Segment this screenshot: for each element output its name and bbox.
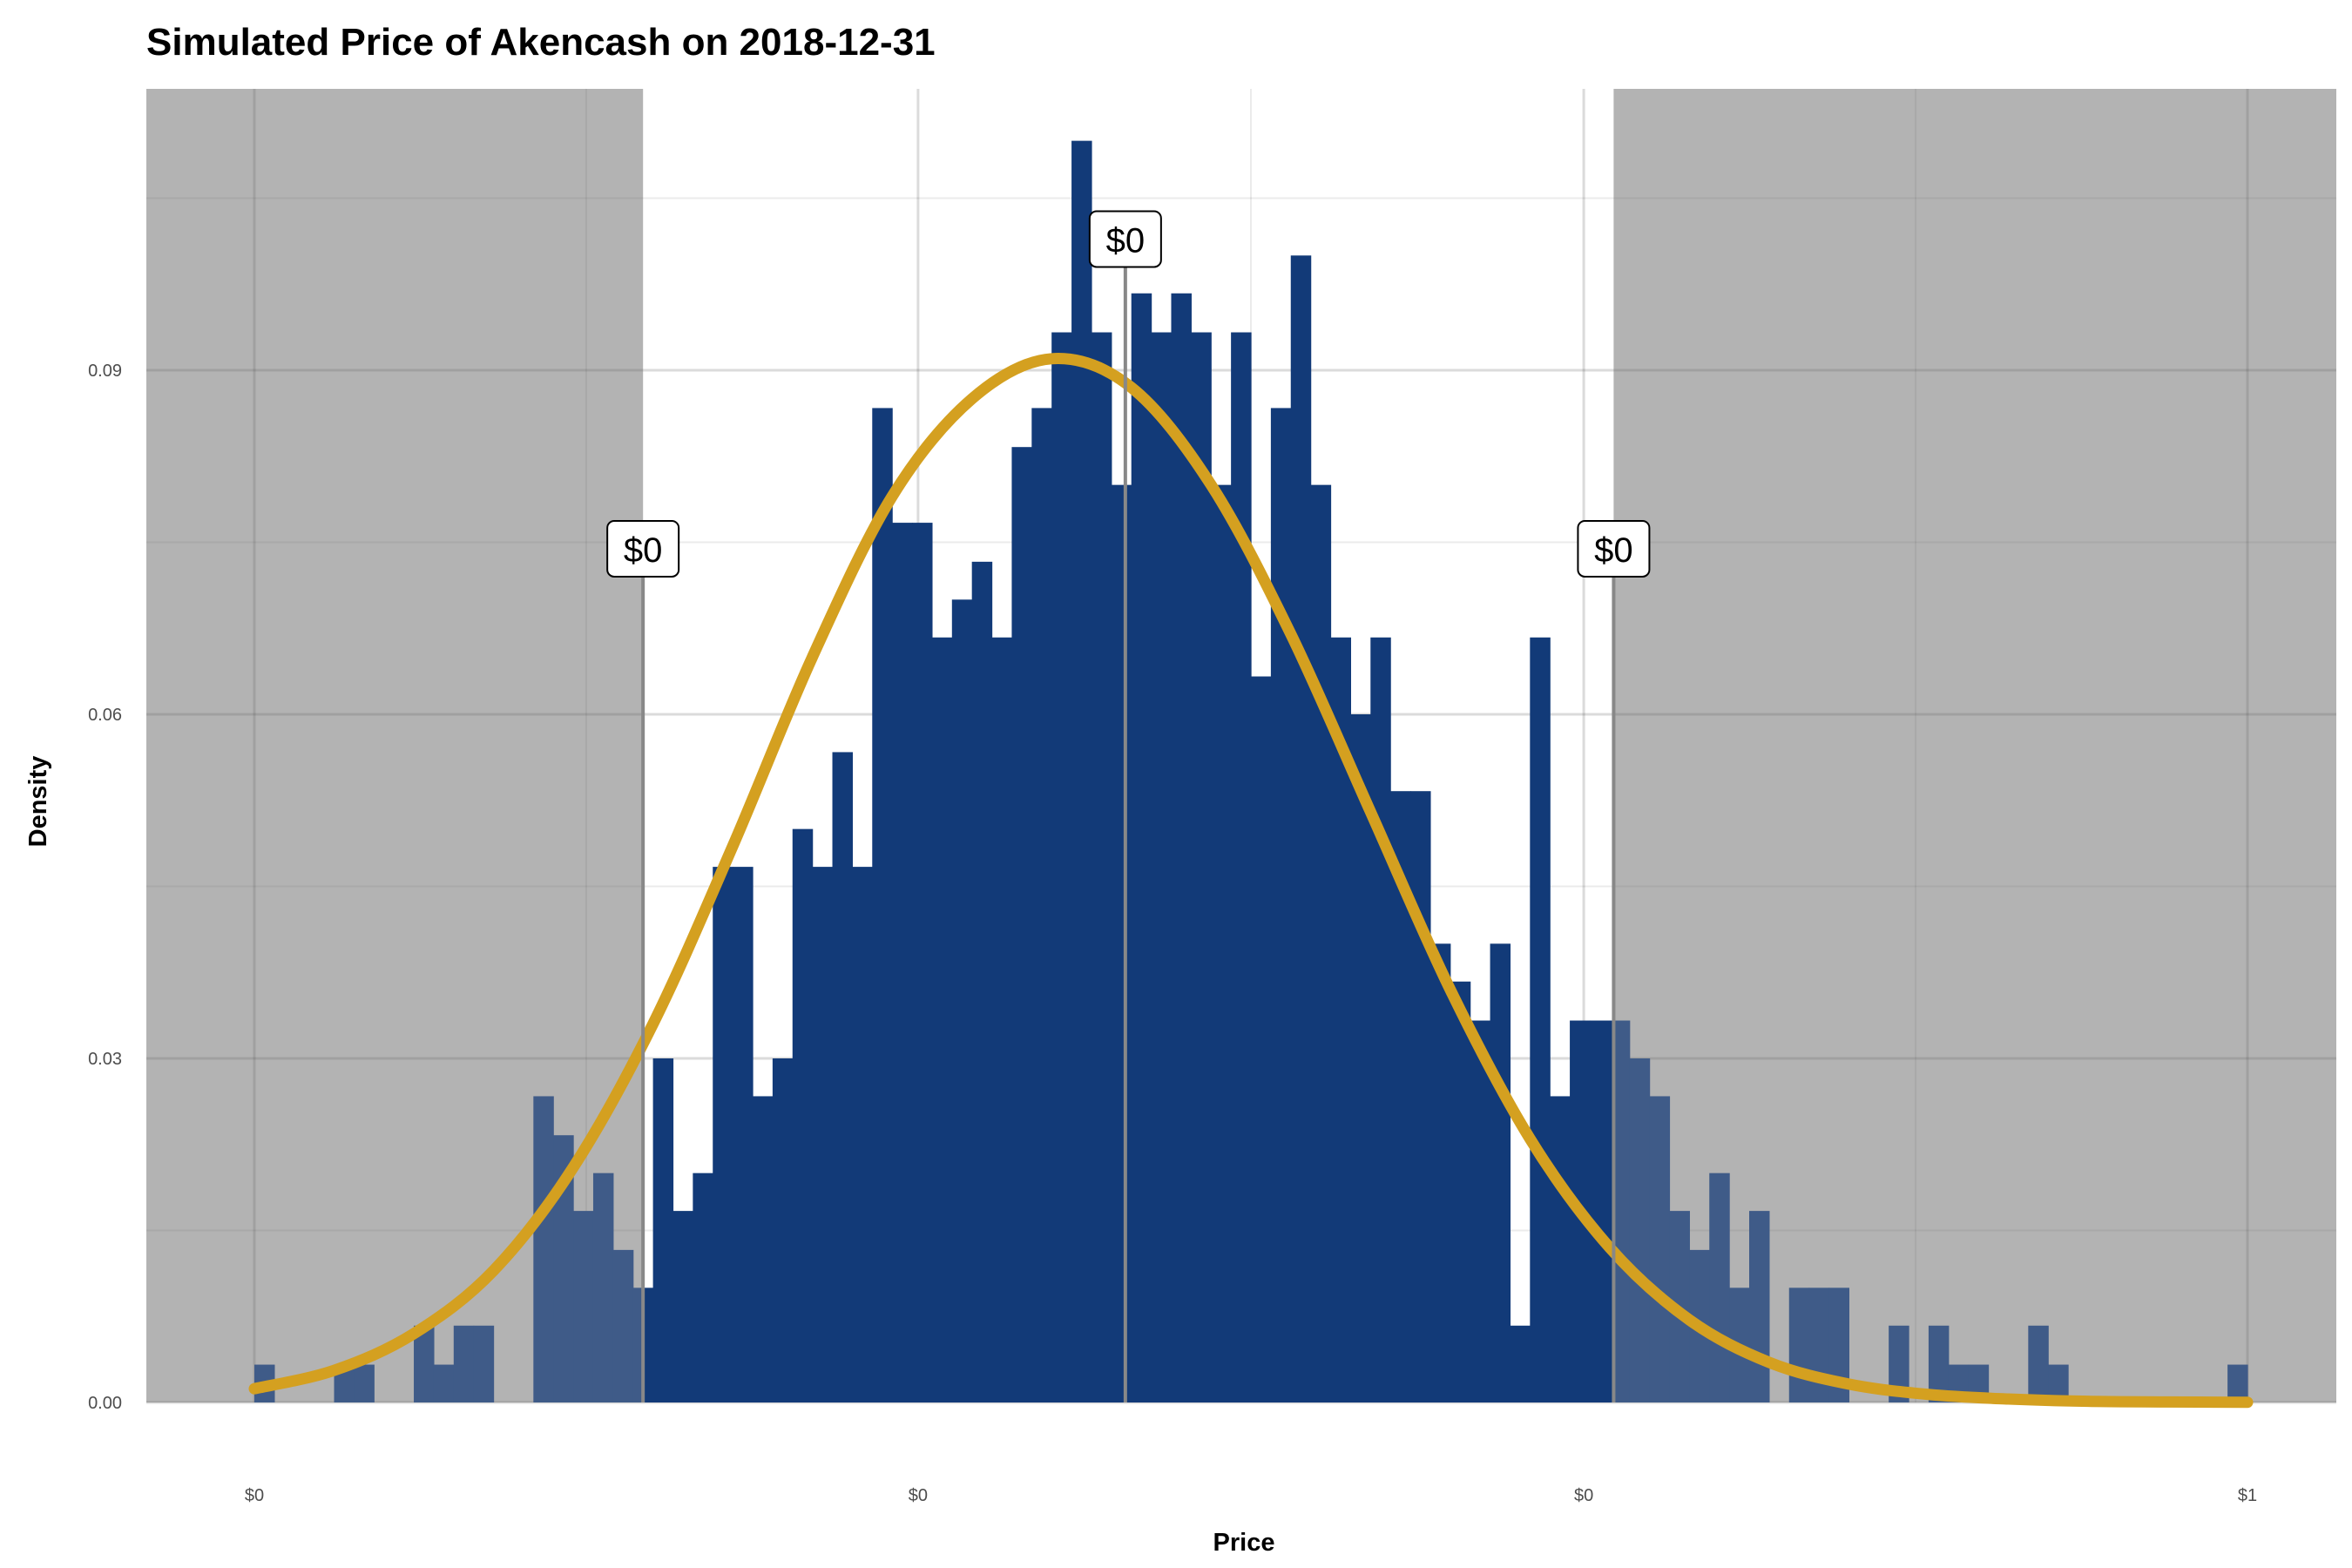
histogram-bar bbox=[1828, 1288, 1849, 1402]
histogram-bar bbox=[1390, 791, 1411, 1402]
shaded-region-1 bbox=[1613, 89, 2336, 1402]
histogram-bar bbox=[1191, 332, 1212, 1402]
histogram-bar bbox=[1629, 1058, 1651, 1402]
y-axis-ticks: 0.00 0.03 0.06 0.09 bbox=[88, 362, 122, 1413]
histogram-bar bbox=[693, 1173, 713, 1402]
histogram-bar bbox=[832, 752, 853, 1402]
histogram-bar bbox=[1290, 255, 1312, 1402]
shaded-regions bbox=[146, 89, 2336, 1402]
annotation-box-2 bbox=[1577, 519, 1651, 578]
histogram-bar bbox=[1011, 447, 1032, 1402]
shade-overlays bbox=[146, 89, 2336, 1402]
x-tick-label-0: $0 bbox=[245, 1486, 264, 1505]
histogram-bar bbox=[453, 1325, 475, 1402]
histogram-bar bbox=[1370, 637, 1391, 1402]
histogram-bar bbox=[713, 867, 733, 1402]
histogram-bar bbox=[1031, 408, 1052, 1402]
chart-title: Simulated Price of Akencash on 2018-12-3… bbox=[146, 21, 936, 64]
histogram-bar bbox=[1071, 140, 1092, 1402]
shade-overlay-0 bbox=[146, 89, 644, 1402]
histogram-bar bbox=[1410, 791, 1431, 1402]
density-curve-layer bbox=[248, 353, 2254, 1409]
density-curve bbox=[248, 353, 2254, 1409]
annotation-box-1 bbox=[1088, 210, 1162, 268]
annotation-label-2: $0 bbox=[1594, 531, 1633, 570]
y-tick-label-3: 0.09 bbox=[88, 362, 122, 381]
histogram-bar bbox=[473, 1325, 495, 1402]
x-tick-label-1: $0 bbox=[909, 1486, 928, 1505]
histogram-bar bbox=[733, 867, 754, 1402]
x-axis-title: Price bbox=[1213, 1529, 1275, 1557]
histogram-bar bbox=[1151, 332, 1173, 1402]
histogram-bar bbox=[1051, 332, 1072, 1402]
histogram-bar bbox=[1211, 484, 1232, 1402]
histogram-bar bbox=[2227, 1364, 2248, 1402]
histogram-bar bbox=[1429, 943, 1451, 1402]
histogram-bar bbox=[1171, 293, 1192, 1402]
x-axis-ticks: $0 $0 $0 $1 bbox=[245, 1486, 2257, 1505]
histogram-bar bbox=[812, 867, 834, 1402]
histogram-bar bbox=[1889, 1325, 1909, 1402]
y-axis-title: Density bbox=[24, 756, 52, 848]
histogram-bar bbox=[1091, 332, 1112, 1402]
y-tick-label-2: 0.06 bbox=[88, 706, 122, 725]
histogram-bar bbox=[1131, 293, 1152, 1402]
histogram-bar bbox=[2048, 1364, 2069, 1402]
annotation-label-1: $0 bbox=[1106, 221, 1146, 260]
histogram-bar bbox=[433, 1364, 455, 1402]
x-tick-label-3: $1 bbox=[2238, 1486, 2257, 1505]
histogram-bar bbox=[1231, 332, 1252, 1402]
y-tick-label-0: 0.00 bbox=[88, 1394, 122, 1413]
histogram-bar bbox=[1251, 676, 1272, 1402]
histogram-bar bbox=[1350, 713, 1371, 1402]
histogram-bar bbox=[573, 1211, 594, 1402]
histogram-bar bbox=[2028, 1325, 2049, 1402]
histogram-bar bbox=[872, 408, 893, 1402]
histogram-bar bbox=[1550, 1096, 1571, 1402]
histogram-bar bbox=[1649, 1096, 1671, 1402]
histogram-bar bbox=[991, 637, 1013, 1402]
histogram-bar bbox=[1530, 637, 1551, 1402]
histogram-bar bbox=[1310, 484, 1332, 1402]
histogram-bar bbox=[533, 1096, 554, 1402]
histogram-bar bbox=[1928, 1325, 1950, 1402]
annotation-box-0 bbox=[606, 519, 680, 578]
histogram-bar bbox=[1270, 408, 1292, 1402]
histogram-bar bbox=[652, 1058, 674, 1402]
histogram-bar bbox=[931, 637, 953, 1402]
y-tick-label-1: 0.03 bbox=[88, 1050, 122, 1069]
histogram-bar bbox=[892, 523, 913, 1402]
histogram-bar bbox=[1510, 1325, 1531, 1402]
histogram-bar bbox=[1111, 484, 1132, 1402]
histogram-bar bbox=[792, 828, 814, 1402]
histogram-bar bbox=[1490, 943, 1511, 1402]
histogram-bar bbox=[612, 1249, 634, 1402]
annotations: $0 $0 $0 bbox=[606, 210, 1651, 1402]
shade-overlay-1 bbox=[1613, 89, 2336, 1402]
histogram-bar bbox=[951, 599, 973, 1402]
histogram-bar bbox=[414, 1325, 435, 1402]
histogram-bar bbox=[1450, 981, 1471, 1402]
x-tick-label-2: $0 bbox=[1574, 1486, 1593, 1505]
histogram-bar bbox=[1330, 637, 1351, 1402]
histogram-bar bbox=[753, 1096, 774, 1402]
histogram-bar bbox=[592, 1173, 614, 1402]
histogram-bar bbox=[1589, 1020, 1611, 1402]
annotation-label-0: $0 bbox=[624, 531, 663, 570]
histogram-bar bbox=[971, 561, 993, 1402]
histogram-bar bbox=[912, 523, 933, 1402]
histogram-bar bbox=[852, 867, 873, 1402]
histogram-bar bbox=[1470, 1020, 1491, 1402]
histogram-bar bbox=[772, 1058, 794, 1402]
histogram-bar bbox=[354, 1364, 375, 1402]
histogram-bar bbox=[553, 1135, 574, 1402]
histogram-bar bbox=[672, 1211, 693, 1402]
